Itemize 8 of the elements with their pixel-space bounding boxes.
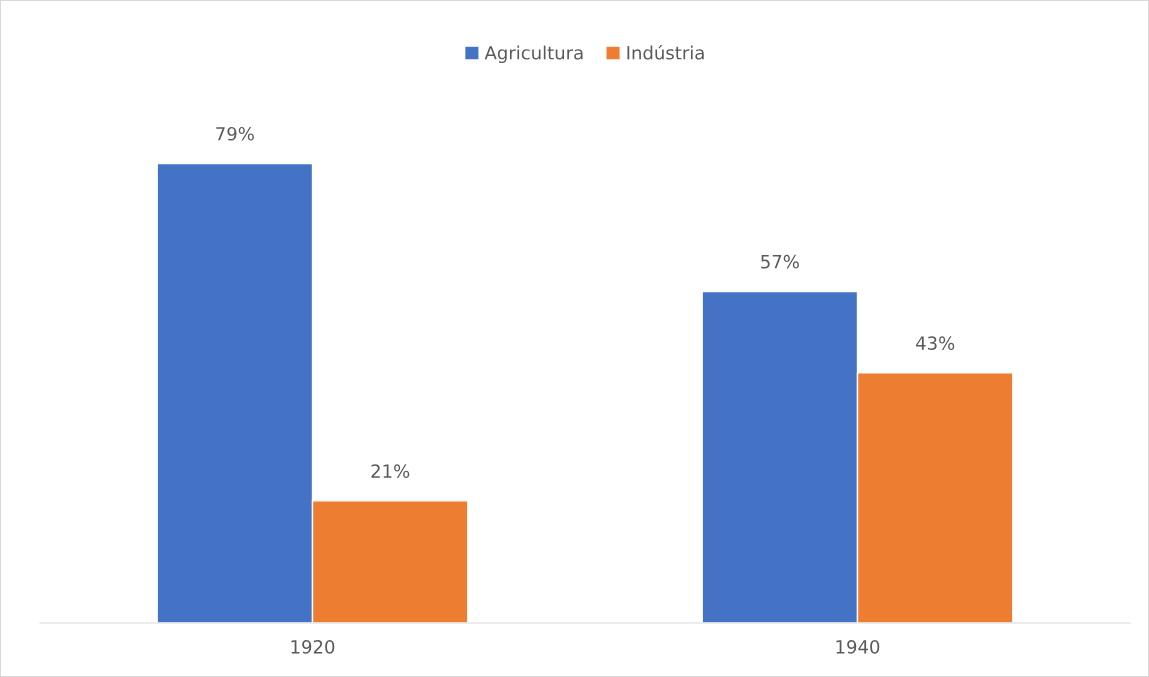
x-tick-label: 1920 (291, 639, 335, 654)
legend-label: Agricultura (484, 45, 583, 64)
data-label: 57% (761, 254, 799, 269)
data-label: 43% (915, 336, 955, 350)
data-label: 21% (371, 464, 410, 478)
x-tick-label: 1940 (836, 639, 880, 654)
legend-label: Indústria (627, 44, 704, 60)
data-label: 79% (216, 126, 254, 141)
